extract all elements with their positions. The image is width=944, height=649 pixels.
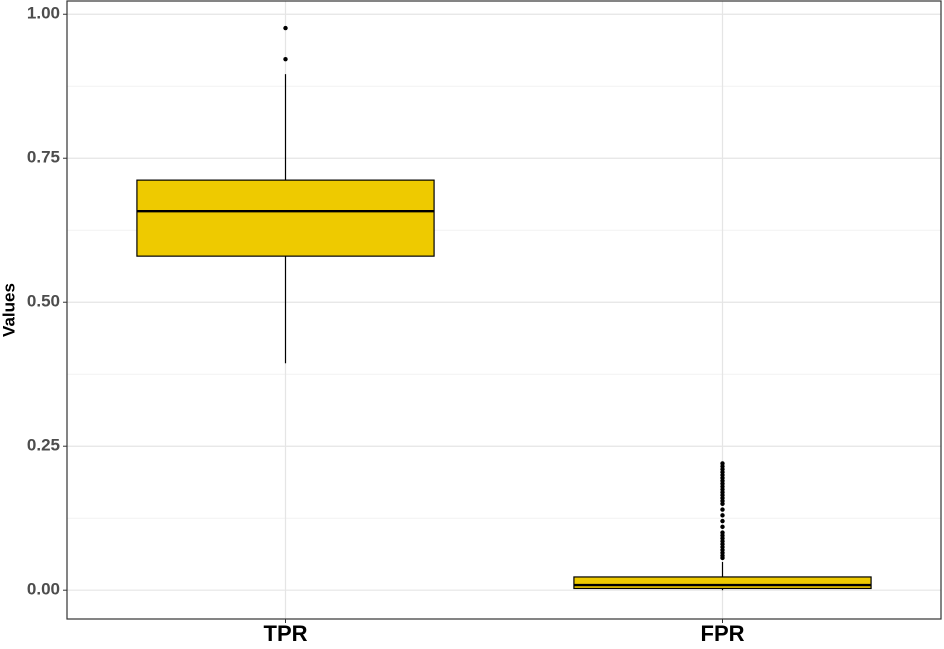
y-axis-title: Values — [0, 283, 18, 337]
outlier — [720, 507, 725, 512]
outlier — [720, 518, 725, 524]
panel-border — [66, 0, 942, 620]
box — [136, 179, 435, 257]
outlier — [283, 25, 288, 31]
y-tick-label: 0.25 — [27, 436, 60, 455]
x-tick-label: FPR — [701, 621, 745, 644]
y-tick-label: 0.50 — [27, 292, 60, 311]
box — [573, 576, 872, 590]
y-tick-label: 0.75 — [27, 148, 60, 167]
outlier — [720, 524, 725, 530]
outlier — [720, 513, 725, 518]
outlier — [720, 530, 725, 535]
y-tick-label: 1.00 — [27, 4, 60, 23]
y-tick-label: 0.00 — [27, 580, 60, 599]
x-tick-label: TPR — [264, 621, 308, 644]
outlier — [720, 461, 725, 466]
outlier — [283, 56, 288, 62]
